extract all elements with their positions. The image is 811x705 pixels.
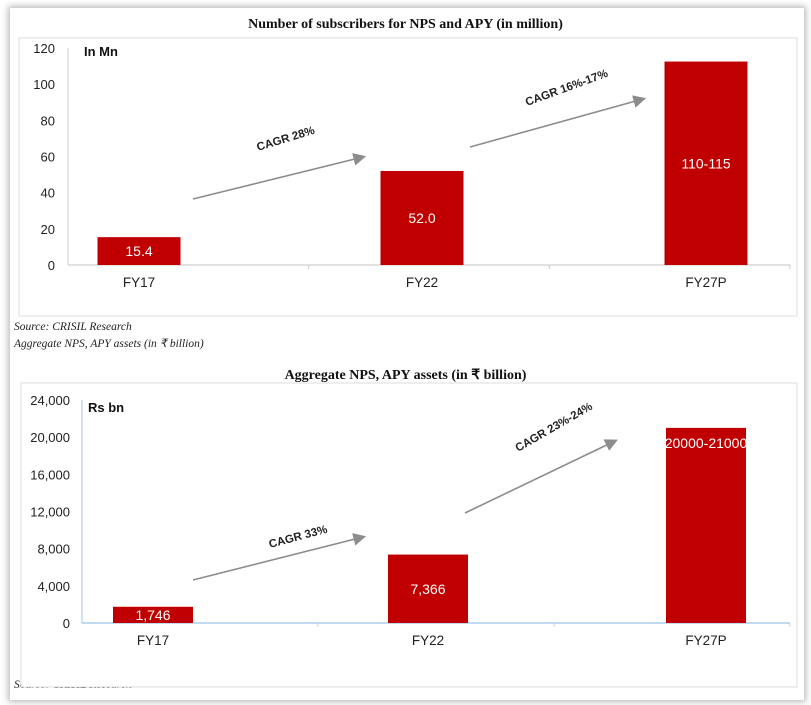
chart1-data-label: 52.0: [408, 210, 435, 226]
chart1-y-tick-label: 60: [41, 150, 55, 165]
chart2-title: Aggregate NPS, APY assets (in ₹ billion): [284, 368, 527, 383]
chart1-category-label: FY17: [123, 275, 155, 290]
chart2-bar-fy22: [388, 554, 468, 623]
chart1-y-tick-label: 40: [41, 186, 55, 201]
chart1-source: Source: CRISIL Research: [14, 321, 132, 333]
chart1-bar-fy22: [380, 170, 464, 265]
chart2-y-tick-label: 0: [63, 616, 70, 631]
chart1-data-label: 15.4: [125, 243, 152, 259]
chart1-bar-fy27p: [664, 61, 748, 265]
chart1-category-label: FY22: [406, 275, 438, 290]
chart2-y-tick-label: 20,000: [30, 430, 70, 445]
chart2-data-label: 20000-21000: [665, 435, 748, 451]
chart2-growth-arrow: [464, 439, 618, 514]
chart2-category-label: FY27P: [685, 633, 726, 648]
chart1-y-tick-label: 20: [41, 222, 55, 237]
chart1-bar-fy17: [97, 237, 181, 265]
chart1-y-tick-label: 80: [41, 113, 55, 128]
chart2-category-label: FY17: [137, 633, 169, 648]
chart2-y-tick-label: 24,000: [30, 393, 70, 408]
chart2-category-label: FY22: [412, 633, 444, 648]
chart2-unit-label: Rs bn: [88, 400, 124, 415]
chart1-growth-arrow: [469, 95, 647, 148]
chart1-title: Number of subscribers for NPS and APY (i…: [248, 17, 563, 32]
chart1-y-tick-label: 100: [33, 77, 55, 92]
chart2-y-tick-label: 16,000: [30, 467, 70, 482]
chart1-y-tick-label: 120: [33, 41, 55, 56]
chart1-growth-arrow: [192, 153, 367, 200]
chart1-y-tick-label: 0: [48, 258, 55, 273]
chart2-bar-fy27p: [666, 427, 746, 623]
chart1-category-label: FY27P: [685, 275, 726, 290]
chart1-unit-label: In Mn: [84, 44, 118, 59]
chart2-y-tick-label: 4,000: [37, 579, 70, 594]
chart2-y-tick-label: 8,000: [37, 542, 70, 557]
chart2-growth-arrow: [192, 533, 367, 581]
chart2-caption: Aggregate NPS, APY assets (in ₹ billion): [14, 338, 204, 350]
chart2-y-tick-label: 12,000: [30, 505, 70, 520]
chart2-data-label: 7,366: [410, 581, 445, 597]
chart1-data-label: 110-115: [681, 155, 731, 171]
chart2-data-label: 1,746: [135, 607, 170, 623]
chart2-bar-fy17: [113, 606, 193, 623]
